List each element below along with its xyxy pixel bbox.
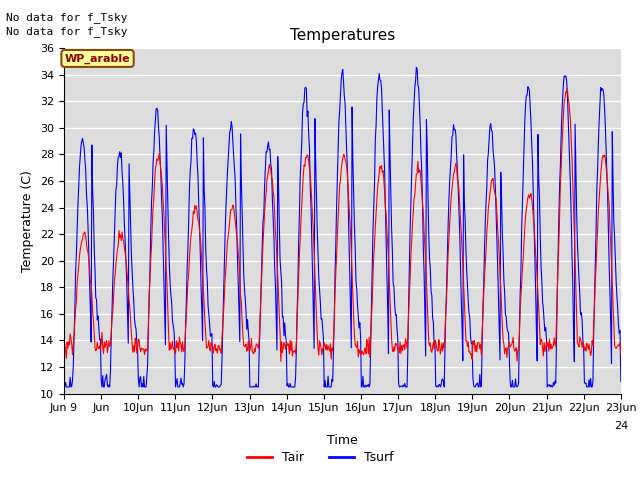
Tsurf <box>71 306 79 312</box>
Tair <box>428 348 435 353</box>
Tair <box>127 331 135 336</box>
Text: WP_arable: WP_arable <box>65 53 131 63</box>
Line: Tsurf: Tsurf <box>64 68 621 387</box>
Text: 24: 24 <box>614 421 628 432</box>
Text: No data for f_Tsky: No data for f_Tsky <box>6 26 128 37</box>
Tsurf <box>60 379 68 384</box>
Tsurf <box>413 65 420 71</box>
Tair <box>277 359 285 364</box>
Title: Temperatures: Temperatures <box>290 28 395 43</box>
Tair <box>214 350 221 356</box>
Tsurf <box>185 218 193 224</box>
Tsurf <box>428 293 436 299</box>
Text: No data for f_Tsky: No data for f_Tsky <box>6 12 128 23</box>
Tsurf <box>617 379 625 384</box>
Tair <box>617 351 625 357</box>
Line: Tair: Tair <box>64 89 621 361</box>
Y-axis label: Temperature (C): Temperature (C) <box>22 170 35 272</box>
Tsurf <box>214 384 222 390</box>
Tsurf <box>61 384 68 390</box>
Tair <box>60 352 68 358</box>
X-axis label: Time: Time <box>327 434 358 447</box>
Tair <box>411 192 419 198</box>
Tair <box>70 333 78 338</box>
Tair <box>184 278 192 284</box>
Tsurf <box>128 269 136 275</box>
Tair <box>564 86 572 92</box>
Tsurf <box>411 84 419 90</box>
Legend: Tair, Tsurf: Tair, Tsurf <box>242 446 398 469</box>
